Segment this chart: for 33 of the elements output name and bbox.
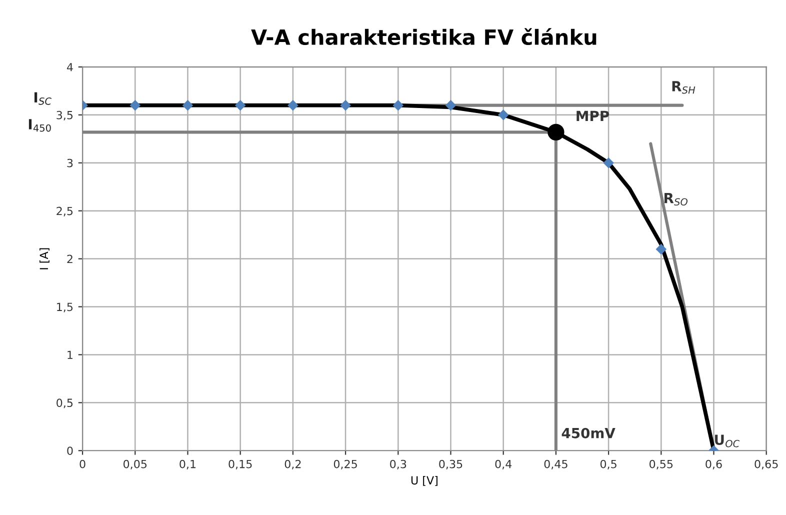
y-tick-label: 1 xyxy=(68,350,72,359)
x-tick-label: 0,2 xyxy=(284,460,301,470)
x-tick-label: 0,65 xyxy=(754,460,778,470)
annotation: R$_{SO}$ xyxy=(664,193,688,206)
x-tick-label: 0 xyxy=(80,460,86,468)
x-axis-title: U [V] xyxy=(411,476,438,486)
y-tick-label: 4 xyxy=(66,63,73,72)
annotation: R$_{SH}$ xyxy=(672,81,696,94)
x-tick-label: 0,1 xyxy=(180,460,196,470)
x-tick-label: 0,35 xyxy=(439,460,462,470)
x-tick-label: 0,3 xyxy=(390,460,406,470)
annotation: I$_{SC}$ xyxy=(34,92,52,105)
x-tick-label: 0,6 xyxy=(706,460,722,470)
annotation: 450mV xyxy=(562,428,616,438)
chart-title: V-A charakteristika FV článku xyxy=(251,28,596,46)
annotation: MPP xyxy=(576,110,609,121)
y-tick-label: 3 xyxy=(67,158,73,168)
x-tick-label: 0,55 xyxy=(650,460,673,470)
annotation: I$_{450}$ xyxy=(28,119,51,132)
x-tick-label: 0,5 xyxy=(600,460,616,470)
y-tick-label: 1,5 xyxy=(57,302,73,312)
y-tick-label: 3,5 xyxy=(56,110,73,120)
y-tick-label: 0 xyxy=(67,446,73,456)
annotation: U$_{OC}$ xyxy=(715,434,740,448)
x-tick-label: 0,15 xyxy=(228,460,252,470)
y-axis-title: I [A] xyxy=(40,248,50,270)
y-tick-label: 2 xyxy=(67,254,72,264)
y-tick-label: 2,5 xyxy=(56,206,73,216)
x-tick-label: 0,25 xyxy=(334,460,357,470)
x-tick-label: 0,05 xyxy=(123,460,147,470)
x-tick-label: 0,45 xyxy=(544,460,568,470)
x-tick-label: 0,4 xyxy=(495,460,512,470)
y-tick-label: 0,5 xyxy=(56,398,73,408)
